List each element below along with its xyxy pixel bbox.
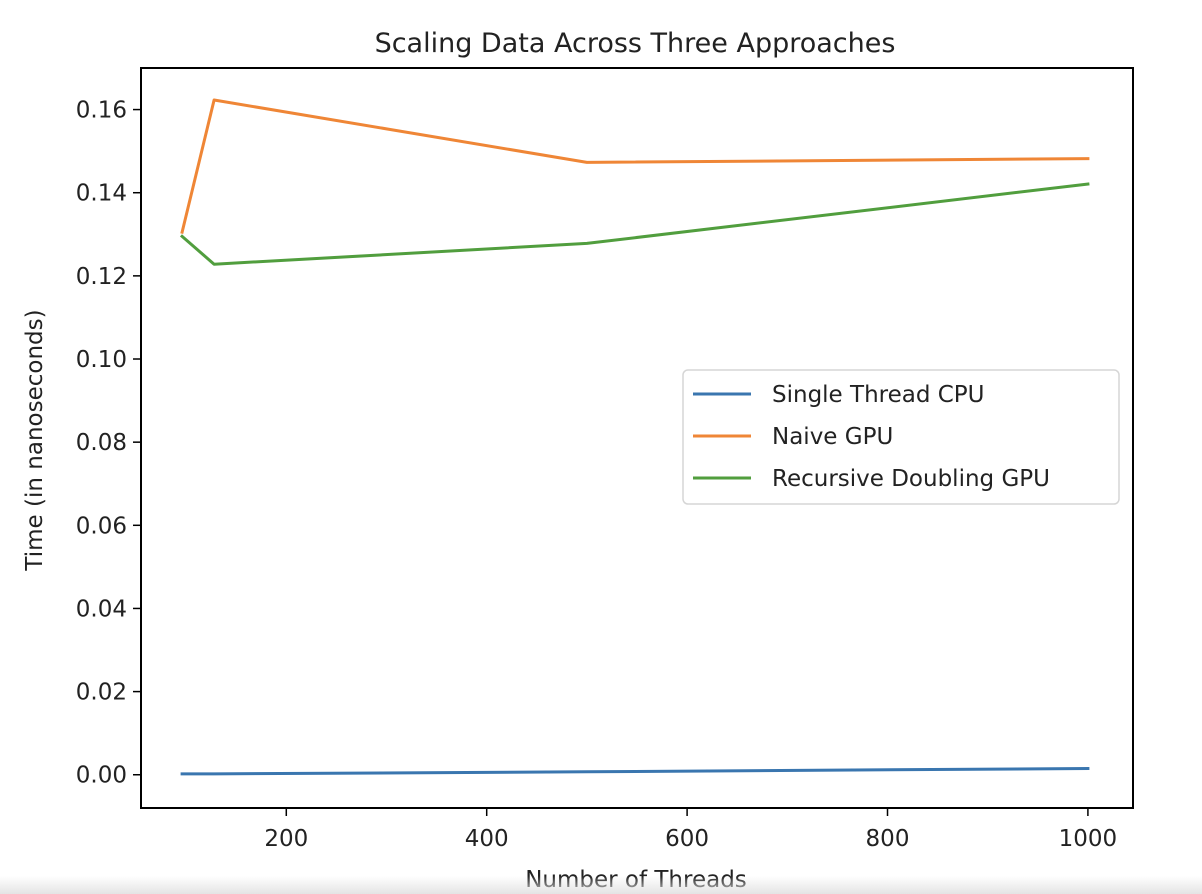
y-tick-label: 0.10 [76, 347, 127, 373]
series-line-single-thread-cpu [180, 766, 1090, 776]
y-tick-label: 0.00 [76, 763, 127, 789]
y-tick-label: 0.14 [76, 181, 127, 207]
y-tick-label: 0.16 [76, 98, 127, 124]
y-tick-label: 0.12 [76, 264, 127, 290]
legend-label-recursive-doubling-gpu: Recursive Doubling GPU [772, 466, 1050, 492]
legend-label-single-thread-cpu: Single Thread CPU [772, 382, 985, 408]
plot-frame [140, 67, 1134, 809]
plot-area [179, 98, 1090, 776]
x-tick-label: 800 [866, 826, 910, 852]
series-line-recursive-doubling-gpu [179, 182, 1090, 266]
legend-box [682, 369, 1120, 505]
legend: Single Thread CPU Naive GPU Recursive Doub… [682, 369, 1120, 505]
y-tick-label: 0.04 [76, 596, 127, 622]
y-tick-label: 0.08 [76, 430, 127, 456]
x-tick-label: 1000 [1059, 826, 1118, 852]
chart-title: Scaling Data Across Three Approaches [375, 28, 896, 59]
y-axis: 0.00 0.02 0.04 0.06 0.08 0.10 0.12 0.14 0.16 [76, 98, 141, 789]
x-axis: 200 400 600 800 1000 [264, 808, 1117, 852]
x-tick-label: 600 [665, 826, 709, 852]
y-tick-label: 0.06 [76, 513, 127, 539]
series-line-naive-gpu [180, 98, 1090, 235]
legend-label-naive-gpu: Naive GPU [772, 424, 893, 450]
y-axis-label: Time (in nanoseconds) [22, 309, 48, 571]
x-tick-label: 200 [264, 826, 308, 852]
x-axis-label: Number of Threads [525, 867, 747, 893]
x-tick-label: 400 [465, 826, 509, 852]
y-tick-label: 0.02 [76, 680, 127, 706]
